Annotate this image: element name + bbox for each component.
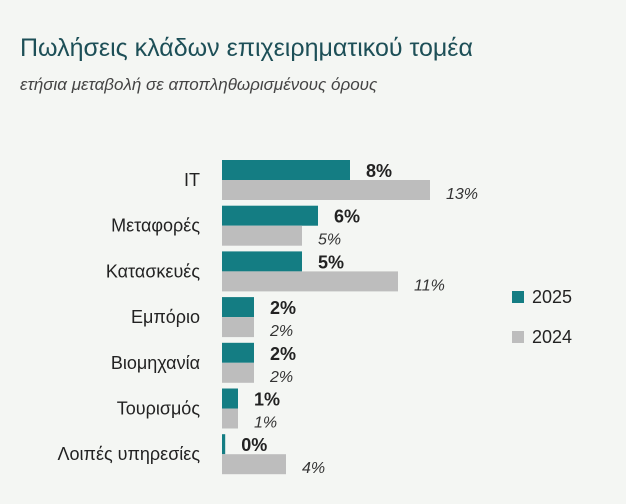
data-label-2024: 5% [318,232,341,249]
legend-item-2024: 2024 [512,317,572,357]
data-label-2024: 2% [269,369,293,386]
legend-label-2024: 2024 [532,326,573,347]
category-label: Βιομηχανία [111,353,200,373]
bar-2025 [222,388,238,409]
data-label-2025: 2% [270,298,296,318]
data-label-2024: 1% [254,415,277,432]
bar-2024 [222,317,254,338]
data-label-2024: 4% [302,460,325,477]
bar-2024 [222,362,254,383]
bar-2024 [222,408,238,429]
data-label-2025: 0% [241,435,267,455]
data-label-2024: 11% [414,277,445,294]
bar-2024 [222,454,286,475]
data-label-2025: 1% [254,390,280,410]
bar-2024 [222,225,302,246]
bar-2025 [222,434,226,455]
bar-2025 [222,251,302,272]
data-label-2025: 5% [318,252,344,272]
data-label-2024: 13% [446,186,478,203]
bar-2025 [222,160,350,180]
category-label: Εμπόριο [131,307,200,327]
legend-swatch-2024 [512,331,524,343]
category-label: Κατασκευές [106,261,200,281]
bar-2025 [222,342,254,363]
data-label-2025: 6% [334,207,360,227]
legend-swatch-2025 [512,291,524,303]
category-label: Λοιπές υπηρεσίες [58,444,201,464]
bar-2024 [222,180,430,200]
category-label: Μεταφορές [111,216,200,236]
legend-item-2025: 2025 [512,277,572,317]
data-label-2025: 8% [366,161,392,181]
bar-2025 [222,205,318,226]
chart-subtitle: ετήσια μεταβολή σε αποπληθωρισμένους όρο… [20,75,378,94]
legend: 2025 2024 [512,277,572,357]
data-label-2024: 2% [269,323,293,340]
category-label: IT [184,170,200,190]
legend-label-2025: 2025 [532,286,573,307]
bar-2024 [222,271,398,292]
data-label-2025: 2% [270,344,296,364]
category-label: Τουρισμός [117,399,201,419]
bar-2025 [222,297,254,318]
chart-title: Πωλήσεις κλάδων επιχειρηματικού τομέα [20,34,473,62]
